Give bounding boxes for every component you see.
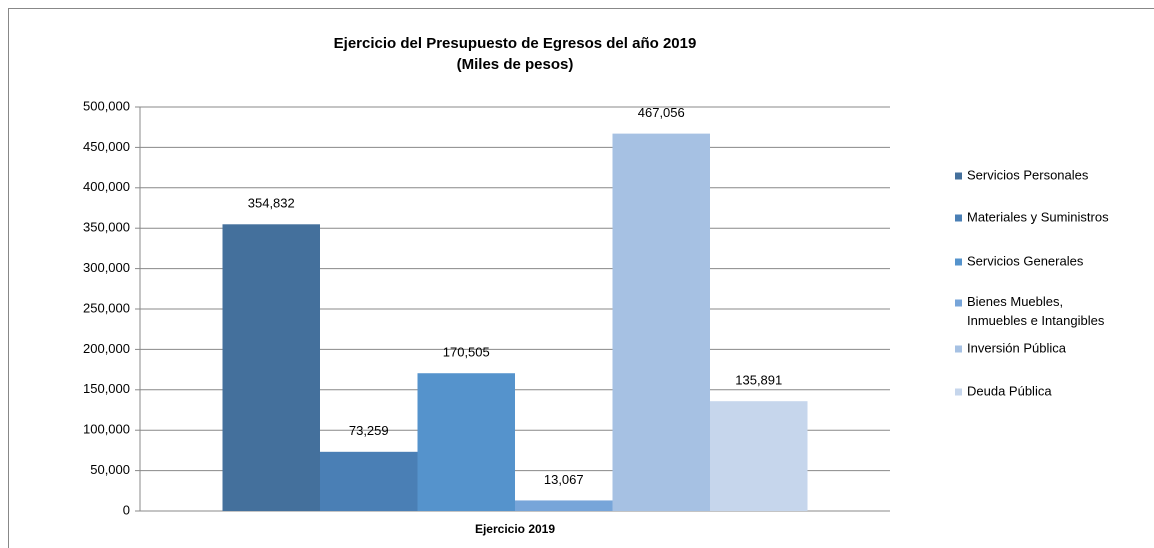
- chart-title: Ejercicio del Presupuesto de Egresos del…: [334, 35, 697, 52]
- legend-label: Deuda Pública: [967, 383, 1052, 398]
- bar: [417, 373, 515, 511]
- y-tick-label: 100,000: [83, 422, 130, 437]
- y-tick-label: 200,000: [83, 341, 130, 356]
- legend-swatch: [955, 172, 962, 180]
- y-tick-label: 250,000: [83, 300, 130, 315]
- y-tick-label: 50,000: [90, 462, 130, 477]
- legend-label: Materiales y Suministros: [967, 209, 1109, 224]
- legend-swatch: [955, 388, 962, 396]
- bar: [515, 500, 613, 511]
- legend-label: Inversión Pública: [967, 340, 1067, 355]
- y-tick-label: 350,000: [83, 220, 130, 235]
- legend-swatch: [955, 299, 962, 307]
- legend-swatch: [955, 258, 962, 266]
- y-tick-label: 300,000: [83, 260, 130, 275]
- chart-subtitle: (Miles de pesos): [457, 56, 574, 73]
- data-label: 354,832: [248, 196, 295, 211]
- data-label: 170,505: [443, 345, 490, 360]
- data-label: 135,891: [735, 373, 782, 388]
- legend-label: Bienes Muebles, Inmuebles e Intangibles: [967, 294, 1105, 328]
- bar: [320, 451, 418, 511]
- y-tick-label: 150,000: [83, 381, 130, 396]
- x-tick-label: Ejercicio 2019: [475, 522, 555, 536]
- legend-label: Servicios Personales: [967, 167, 1089, 182]
- data-label: 13,067: [544, 472, 584, 487]
- legend-label: Servicios Generales: [967, 253, 1084, 268]
- bar: [612, 133, 710, 511]
- legend-swatch: [955, 345, 962, 353]
- y-tick-label: 450,000: [83, 139, 130, 154]
- y-tick-label: 500,000: [83, 98, 130, 113]
- data-label: 73,259: [349, 423, 389, 438]
- y-tick-label: 0: [123, 502, 130, 517]
- y-tick-label: 400,000: [83, 179, 130, 194]
- legend-swatch: [955, 214, 962, 222]
- bar: [710, 401, 808, 511]
- chart-border: [8, 8, 1154, 548]
- data-label: 467,056: [638, 105, 685, 120]
- bar: [222, 224, 320, 511]
